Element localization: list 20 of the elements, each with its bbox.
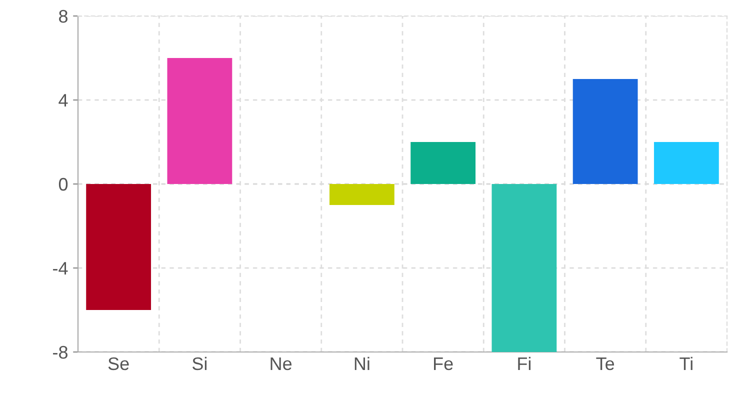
x-tick-label: Fe	[434, 358, 453, 370]
x-tick-label: Ti	[680, 356, 692, 370]
bar	[167, 58, 232, 184]
bar	[572, 79, 638, 184]
bar	[654, 142, 719, 184]
y-tick-label: 0	[58, 178, 68, 191]
y-tick-label: 8	[59, 10, 68, 23]
x-tick-label: Te	[596, 358, 614, 370]
x-tick-label: Ne	[270, 358, 292, 370]
x-tick-label: Se	[108, 357, 129, 370]
bar	[86, 184, 152, 310]
x-tick-label: Si	[192, 356, 206, 370]
x-tick-label: Ni	[354, 356, 370, 370]
y-tick-label: -8	[53, 346, 68, 359]
x-tick-label: Fi	[518, 356, 530, 370]
bar	[329, 184, 394, 205]
bar	[410, 142, 476, 184]
y-tick-label: -4	[53, 262, 68, 275]
bar	[492, 184, 557, 352]
y-tick-label: 4	[58, 94, 68, 107]
